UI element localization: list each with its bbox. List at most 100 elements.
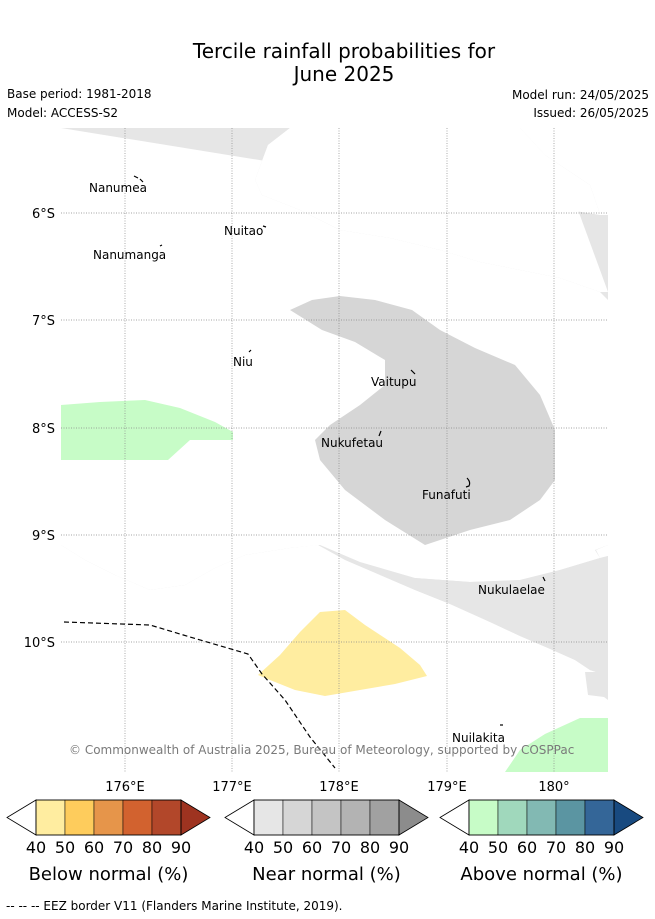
below-colorbar-tick-label: 50: [55, 838, 75, 857]
below-colorbar-segment: [122, 799, 153, 836]
near-colorbar-tick-label: 80: [360, 838, 380, 857]
near-colorbar-frame: [253, 799, 400, 836]
map-title: Tercile rainfall probabilities for June …: [0, 40, 655, 86]
island-funafuti: [465, 477, 471, 488]
no-signal-region-right-top: [520, 128, 608, 214]
above-colorbar-segment: [526, 799, 557, 836]
island-vaitupu: [410, 369, 416, 375]
place-label-nukulaelae: Nukulaelae: [478, 583, 545, 597]
above-colorbar-segment: [555, 799, 586, 836]
place-label-nuilakita: Nuilakita: [452, 731, 505, 745]
below-colorbar-tick-label: 90: [171, 838, 191, 857]
model-run: Model run: 24/05/2025: [511, 88, 649, 102]
copyright-notice: © Commonwealth of Australia 2025, Bureau…: [69, 743, 574, 757]
above-colorbar-tick-label: 60: [517, 838, 537, 857]
title-line-2: June 2025: [293, 62, 395, 86]
island-shapes: [133, 175, 546, 726]
above-colorbar-tick-label: 40: [459, 838, 479, 857]
near-colorbar-tick-label: 60: [302, 838, 322, 857]
island-niu: [248, 349, 252, 353]
eez-border-line: [63, 621, 336, 769]
base-period: Base period: 1981-2018: [7, 87, 152, 101]
below-colorbar-tick-label: 70: [113, 838, 133, 857]
below-normal-40-region: [258, 610, 427, 696]
lon-label-176e: 176°E: [105, 780, 145, 795]
near-colorbar-segment: [369, 799, 400, 836]
colorbar-above-normal: 40 50 60 70 80 90 Above normal (%): [439, 799, 644, 885]
near-colorbar-title: Near normal (%): [252, 864, 401, 885]
place-label-niu: Niu: [233, 355, 253, 369]
above-colorbar-tick-label: 80: [575, 838, 595, 857]
near-colorbar-tick-label: 50: [273, 838, 293, 857]
island-nukufetau: [378, 430, 382, 437]
title-line-1: Tercile rainfall probabilities for: [192, 39, 496, 63]
near-colorbar-tick-label: 40: [244, 838, 264, 857]
map-area: [61, 128, 608, 772]
below-colorbar-tick-label: 40: [26, 838, 46, 857]
colorbar-near-normal: 40 50 60 70 80 90 Near normal (%): [224, 799, 429, 885]
near-colorbar-upper-extension: [398, 799, 429, 836]
issued-date: Issued: 26/05/2025: [533, 106, 649, 120]
above-normal-40-region-southeast: [505, 718, 608, 772]
latitude-labels: 6°S 7°S 8°S 9°S 10°S: [24, 207, 55, 651]
place-label-nanumanga: Nanumanga: [93, 248, 166, 262]
near-colorbar-tick-label: 90: [389, 838, 409, 857]
below-colorbar-tick-label: 80: [142, 838, 162, 857]
place-label-funafuti: Funafuti: [422, 488, 471, 502]
island-nukulaelae: [542, 576, 546, 582]
above-colorbar-tick-label: 70: [546, 838, 566, 857]
near-normal-50-region: [290, 296, 555, 545]
place-label-nukufetau: Nukufetau: [321, 436, 383, 450]
above-colorbar-title: Above normal (%): [460, 864, 622, 885]
lon-label-178e: 178°E: [319, 780, 359, 795]
above-colorbar-lower-extension: [439, 799, 470, 836]
no-signal-region-right-mid: [596, 545, 608, 558]
no-signal-region-north: [255, 128, 608, 292]
near-colorbar-segment: [340, 799, 371, 836]
model-name: Model: ACCESS-S2: [7, 106, 119, 120]
lat-label-8s: 8°S: [32, 422, 55, 437]
near-colorbar-tick-label: 70: [331, 838, 351, 857]
near-colorbar-segment: [253, 799, 284, 836]
lon-label-179e: 179°E: [427, 780, 467, 795]
island-nanumanga: [159, 244, 163, 247]
island-nuitao: [262, 225, 267, 228]
below-colorbar-lower-extension: [6, 799, 37, 836]
above-colorbar-frame: [468, 799, 615, 836]
above-colorbar-upper-extension: [613, 799, 644, 836]
near-colorbar-segment: [282, 799, 313, 836]
near-colorbar-segment: [311, 799, 342, 836]
near-normal-40-southeast: [380, 556, 608, 700]
lat-label-7s: 7°S: [32, 314, 55, 329]
above-normal-40-region-west: [61, 400, 233, 460]
below-colorbar-title: Below normal (%): [29, 864, 189, 885]
lat-label-10s: 10°S: [24, 636, 55, 651]
lat-label-6s: 6°S: [32, 207, 55, 222]
lon-label-177e: 177°E: [212, 780, 252, 795]
above-colorbar-tick-label: 90: [604, 838, 624, 857]
colorbar-below-normal: 40 50 60 70 80 90 Below normal (%): [6, 799, 211, 885]
above-colorbar-segment: [468, 799, 499, 836]
island-nanumea: [133, 175, 144, 183]
below-colorbar-segment: [64, 799, 95, 836]
lon-label-180: 180°: [538, 780, 569, 795]
graticule: [61, 128, 608, 772]
eez-border-footnote: -- -- -- EEZ border V11 (Flanders Marine…: [6, 899, 343, 913]
near-colorbar-lower-extension: [224, 799, 255, 836]
below-colorbar-segment: [93, 799, 124, 836]
below-colorbar-tick-label: 60: [84, 838, 104, 857]
longitude-labels: 176°E 177°E 178°E 179°E 180°: [105, 780, 569, 795]
place-label-vaitupu: Vaitupu: [371, 375, 417, 389]
below-colorbar-segment: [151, 799, 182, 836]
below-colorbar-segment: [35, 799, 66, 836]
above-colorbar-tick-label: 50: [488, 838, 508, 857]
below-colorbar-upper-extension: [180, 799, 211, 836]
place-labels: Nanumea Nuitao Nanumanga Niu Vaitupu Nuk…: [89, 181, 545, 745]
above-colorbar-segment: [497, 799, 528, 836]
lat-label-9s: 9°S: [32, 529, 55, 544]
above-colorbar-segment: [584, 799, 615, 836]
place-label-nanumea: Nanumea: [89, 181, 147, 195]
below-colorbar-frame: [35, 799, 182, 836]
place-label-nuitao: Nuitao: [224, 224, 263, 238]
